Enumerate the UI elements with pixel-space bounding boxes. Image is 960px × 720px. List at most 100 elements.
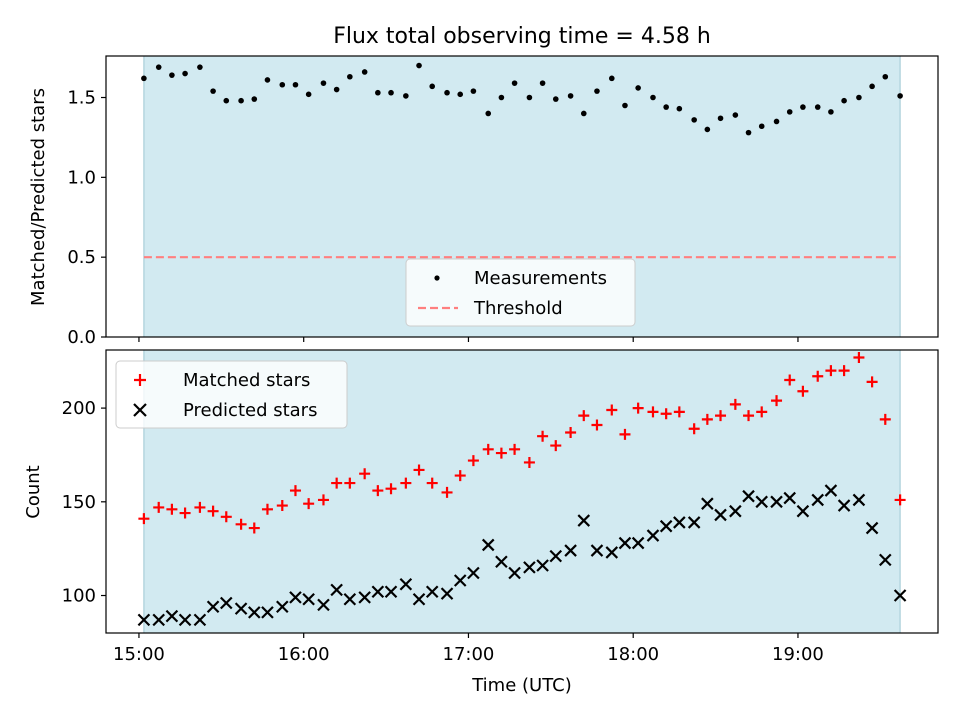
measurement-point xyxy=(691,117,697,123)
y-tick-label: 150 xyxy=(62,492,96,513)
matched-star-point xyxy=(153,501,165,513)
matched-star-point xyxy=(632,402,644,414)
predicted-star-point xyxy=(234,602,248,615)
y-tick-label: 1.0 xyxy=(67,167,96,188)
measurement-point xyxy=(305,91,312,98)
predicted-star-point xyxy=(495,555,508,569)
bottom-y-axis-label: Count xyxy=(23,465,44,518)
predicted-star-point xyxy=(152,613,165,627)
matched-star-point xyxy=(853,351,865,363)
matched-star-point xyxy=(565,426,577,438)
legend-matched-label: Matched stars xyxy=(183,370,310,391)
measurement-point xyxy=(663,104,669,110)
y-tick-label: 0.5 xyxy=(67,247,96,268)
legend-measurements-marker xyxy=(434,275,440,281)
predicted-star-point xyxy=(755,495,768,509)
x-tick-label: 19:00 xyxy=(772,644,824,665)
matched-star-point xyxy=(235,518,247,530)
x-tick-label: 15:00 xyxy=(113,644,165,665)
bottom-panel: 15:00 16:00 17:00 18:00 19:00 100 150 200 Count… xyxy=(23,349,939,696)
bottom-legend: Matched stars Predicted stars xyxy=(115,360,348,429)
chart-title: Flux total observing time = 4.58 h xyxy=(333,24,711,49)
predicted-star-point xyxy=(399,577,413,591)
measurement-point xyxy=(526,94,533,101)
matched-star-point xyxy=(688,423,700,435)
x-tick-label: 17:00 xyxy=(443,644,495,665)
matched-star-point xyxy=(303,498,315,510)
top-panel: 0.0 0.5 1.0 1.5 Matched/Predicted stars Mea… xyxy=(28,55,939,348)
predicted-star-point xyxy=(564,544,577,557)
legend-threshold-label: Threshold xyxy=(473,298,563,319)
matched-star-point xyxy=(743,410,755,422)
measurement-point xyxy=(457,91,464,98)
predicted-star-point xyxy=(701,497,714,510)
matched-star-point xyxy=(825,365,837,377)
x-tick-label: 16:00 xyxy=(278,644,330,665)
measurement-point xyxy=(141,75,147,82)
top-y-axis-label: Matched/Predicted stars xyxy=(28,88,49,306)
predicted-star-point xyxy=(796,504,810,518)
matched-star-point xyxy=(894,494,906,506)
predicted-star-point xyxy=(289,591,302,604)
predicted-star-point xyxy=(631,536,645,550)
matched-star-point xyxy=(838,365,850,377)
measurement-point xyxy=(155,64,162,70)
measurement-point xyxy=(470,88,477,94)
matched-star-point xyxy=(289,485,301,497)
matched-star-point xyxy=(619,428,631,440)
measurement-point xyxy=(320,80,327,86)
predicted-star-point xyxy=(687,516,701,529)
top-legend-box xyxy=(405,258,636,327)
legend-matched-marker xyxy=(134,374,146,386)
matched-star-point xyxy=(220,511,232,523)
measurement-point xyxy=(594,88,600,94)
predicted-star-point xyxy=(659,519,673,533)
measurement-point xyxy=(635,85,641,91)
measurement-point xyxy=(197,64,203,70)
measurement-point xyxy=(552,96,559,102)
predicted-star-point xyxy=(865,521,879,535)
y-tick-label: 1.5 xyxy=(67,88,96,109)
y-tick-label: 100 xyxy=(62,586,96,607)
matched-star-point xyxy=(578,410,590,422)
measurement-point xyxy=(773,118,780,125)
legend-measurements-label: Measurements xyxy=(474,268,607,289)
matched-star-point xyxy=(138,513,150,525)
matched-star-point xyxy=(441,486,453,498)
matched-star-point xyxy=(701,413,713,425)
predicted-star-point xyxy=(893,589,907,602)
matched-star-point xyxy=(344,477,356,489)
matched-star-point xyxy=(454,470,466,482)
legend-predicted-label: Predicted stars xyxy=(183,400,317,421)
measurement-point xyxy=(429,83,436,90)
predicted-star-point xyxy=(481,538,495,552)
matched-star-point xyxy=(715,410,727,422)
matched-star-point xyxy=(207,505,219,517)
predicted-star-point xyxy=(714,508,727,522)
matched-star-point xyxy=(413,464,425,476)
predicted-star-point xyxy=(193,613,207,627)
measurement-point xyxy=(882,73,889,80)
measurement-point xyxy=(403,93,409,99)
matched-star-point xyxy=(426,477,438,489)
matched-star-point xyxy=(261,503,273,515)
predicted-star-point xyxy=(879,553,892,567)
measurement-point xyxy=(717,115,724,122)
measurement-point xyxy=(416,62,422,69)
measurement-point xyxy=(210,88,216,94)
matched-star-point xyxy=(523,456,535,468)
measurement-point xyxy=(814,104,821,110)
measurement-point xyxy=(786,109,793,115)
predicted-star-point xyxy=(178,613,192,627)
matched-star-point xyxy=(317,494,329,506)
predicted-star-point xyxy=(508,566,521,580)
matched-star-point xyxy=(673,406,685,418)
predicted-star-point xyxy=(467,566,480,580)
predicted-star-point xyxy=(742,489,755,503)
measurement-point xyxy=(676,105,683,112)
predicted-star-point xyxy=(605,546,619,559)
measurement-point xyxy=(223,97,230,104)
y-tick-label: 200 xyxy=(62,398,96,419)
measurement-point xyxy=(169,72,175,78)
matched-star-point xyxy=(812,370,824,382)
